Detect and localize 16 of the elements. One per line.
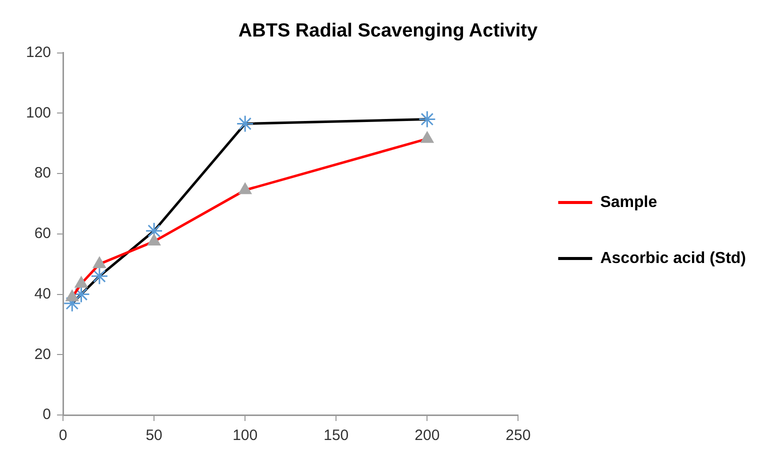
y-tick-label: 100 (26, 104, 52, 122)
x-tick-label: 50 (146, 427, 162, 444)
x-tick-label: 150 (324, 427, 349, 444)
x-tick-label: 100 (232, 427, 258, 444)
legend-label: Ascorbic acid (Std) (600, 250, 746, 267)
y-tick-label: 120 (26, 44, 52, 61)
y-tick-label: 60 (34, 225, 52, 242)
y-tick-label: 40 (34, 285, 52, 302)
x-tick-label: 250 (506, 427, 531, 444)
y-tick-label: 80 (34, 164, 52, 182)
x-tick-label: 0 (58, 427, 68, 444)
y-tick-label: 20 (34, 346, 52, 363)
chart-title: ABTS Radial Scavenging Activity (238, 20, 538, 42)
x-tick-label: 200 (414, 427, 440, 444)
y-tick-label: 0 (42, 406, 52, 424)
legend-label: Sample (600, 194, 658, 211)
